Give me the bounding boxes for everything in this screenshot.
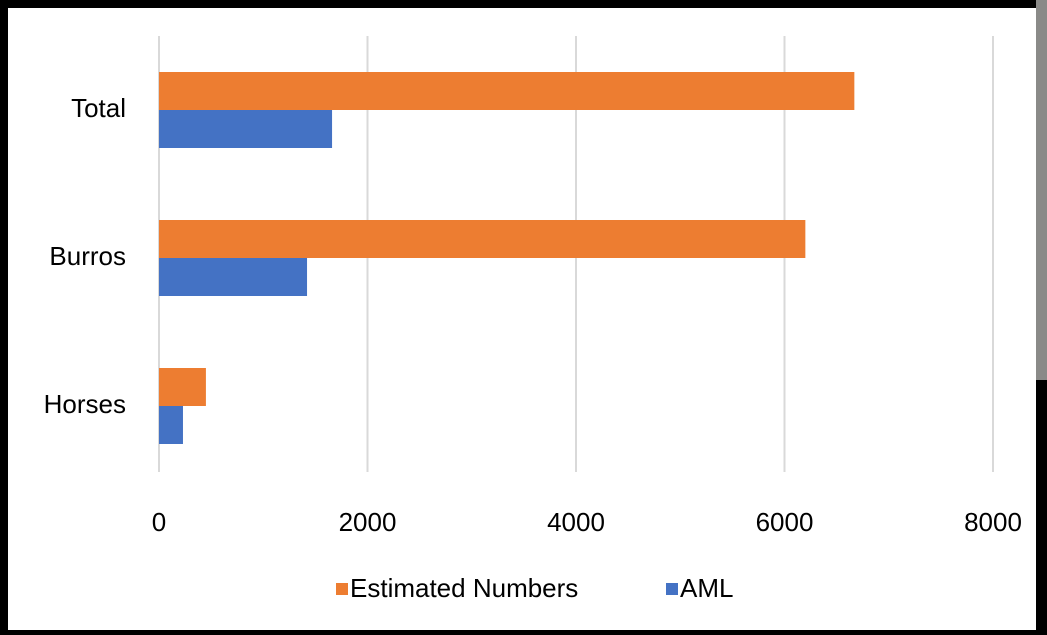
legend-label: Estimated Numbers [350, 573, 578, 603]
legend-swatch [336, 583, 348, 595]
x-tick-label: 0 [152, 507, 166, 537]
x-tick-label: 6000 [756, 507, 814, 537]
x-tick-label: 4000 [547, 507, 605, 537]
y-tick-label: Total [71, 93, 126, 123]
bar [159, 220, 806, 258]
y-tick-label: Burros [49, 241, 126, 271]
bar [159, 110, 333, 148]
photo-edge [1036, 0, 1047, 380]
x-tick-label: 8000 [964, 507, 1022, 537]
bar [159, 406, 183, 444]
legend-label: AML [680, 573, 733, 603]
x-tick-label: 2000 [339, 507, 397, 537]
legend-swatch [666, 583, 678, 595]
bar [159, 368, 206, 406]
bar [159, 258, 308, 296]
bar [159, 72, 855, 110]
y-tick-label: Horses [44, 389, 126, 419]
